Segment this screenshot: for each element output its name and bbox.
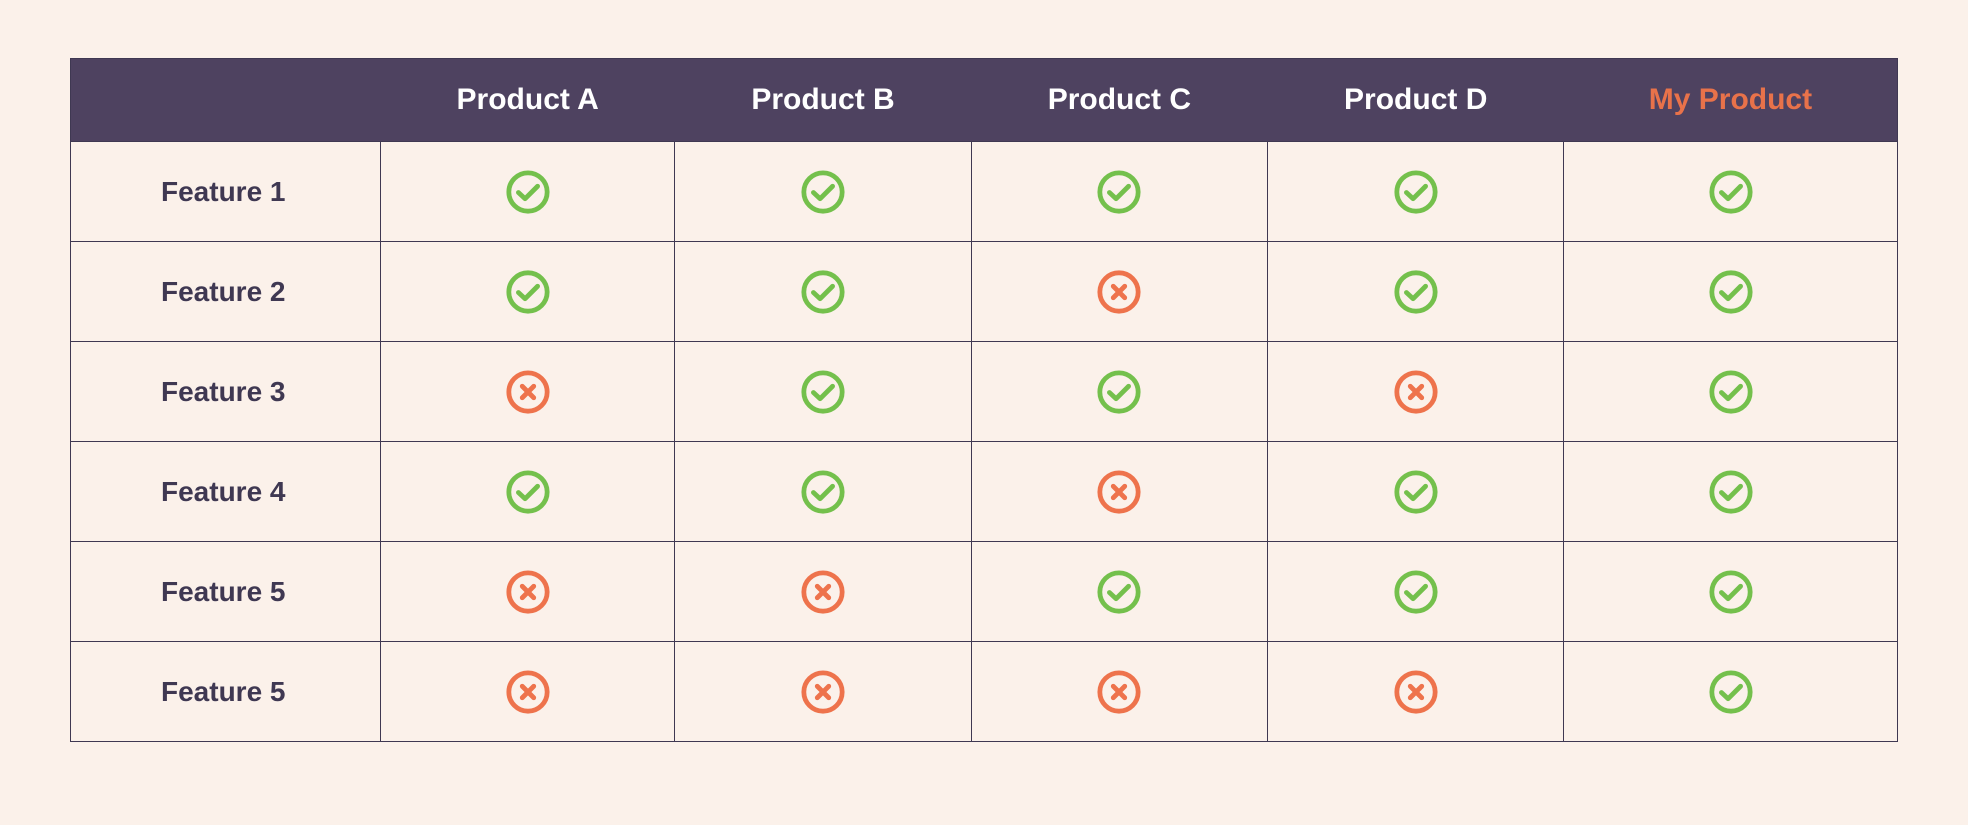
table-header-row: Product A Product B Product C Product D … (71, 59, 1898, 142)
table-cell (1268, 542, 1564, 642)
table-cell (381, 442, 675, 542)
table-cell (381, 242, 675, 342)
table-cell (971, 542, 1267, 642)
table-cell (1268, 342, 1564, 442)
row-label: Feature 2 (71, 242, 381, 342)
table-cell (381, 142, 675, 242)
check-icon (800, 183, 846, 200)
table-cell (971, 142, 1267, 242)
row-label: Feature 5 (71, 542, 381, 642)
check-icon (1096, 583, 1142, 600)
check-icon (1393, 183, 1439, 200)
header-empty (71, 59, 381, 142)
table-cell (675, 142, 971, 242)
cross-icon (1393, 383, 1439, 400)
table-cell (381, 642, 675, 742)
table-row: Feature 3 (71, 342, 1898, 442)
header-product-c: Product C (971, 59, 1267, 142)
table-row: Feature 5 (71, 642, 1898, 742)
cross-icon (1096, 283, 1142, 300)
header-product-a: Product A (381, 59, 675, 142)
check-icon (800, 283, 846, 300)
header-my-product: My Product (1564, 59, 1898, 142)
table-cell (1564, 642, 1898, 742)
cross-icon (1393, 683, 1439, 700)
table-cell (675, 642, 971, 742)
check-icon (1708, 583, 1754, 600)
cross-icon (1096, 483, 1142, 500)
check-icon (1096, 383, 1142, 400)
check-icon (1708, 283, 1754, 300)
cross-icon (505, 683, 551, 700)
table-body: Feature 1Feature 2Feature 3Feature 4Feat… (71, 142, 1898, 742)
table-row: Feature 1 (71, 142, 1898, 242)
cross-icon (505, 383, 551, 400)
table-cell (1268, 242, 1564, 342)
table-cell (1268, 642, 1564, 742)
check-icon (505, 483, 551, 500)
table-cell (381, 342, 675, 442)
table-cell (381, 542, 675, 642)
cross-icon (505, 583, 551, 600)
table-cell (675, 342, 971, 442)
check-icon (800, 483, 846, 500)
check-icon (1708, 483, 1754, 500)
header-product-b: Product B (675, 59, 971, 142)
check-icon (505, 283, 551, 300)
row-label: Feature 4 (71, 442, 381, 542)
cross-icon (1096, 683, 1142, 700)
table-cell (675, 442, 971, 542)
check-icon (800, 383, 846, 400)
table-cell (675, 542, 971, 642)
table-cell (1268, 442, 1564, 542)
check-icon (1393, 583, 1439, 600)
row-label: Feature 3 (71, 342, 381, 442)
table-cell (1564, 442, 1898, 542)
header-product-d: Product D (1268, 59, 1564, 142)
table-cell (675, 242, 971, 342)
check-icon (505, 183, 551, 200)
check-icon (1708, 683, 1754, 700)
comparison-table: Product A Product B Product C Product D … (70, 58, 1898, 742)
table-cell (971, 442, 1267, 542)
table-cell (971, 342, 1267, 442)
check-icon (1096, 183, 1142, 200)
row-label: Feature 1 (71, 142, 381, 242)
table-row: Feature 2 (71, 242, 1898, 342)
table-cell (971, 642, 1267, 742)
table-cell (1268, 142, 1564, 242)
table-cell (971, 242, 1267, 342)
check-icon (1708, 183, 1754, 200)
table-cell (1564, 342, 1898, 442)
table-row: Feature 5 (71, 542, 1898, 642)
check-icon (1393, 283, 1439, 300)
cross-icon (800, 583, 846, 600)
cross-icon (800, 683, 846, 700)
table-cell (1564, 142, 1898, 242)
row-label: Feature 5 (71, 642, 381, 742)
check-icon (1393, 483, 1439, 500)
table-cell (1564, 542, 1898, 642)
table-row: Feature 4 (71, 442, 1898, 542)
table-cell (1564, 242, 1898, 342)
check-icon (1708, 383, 1754, 400)
